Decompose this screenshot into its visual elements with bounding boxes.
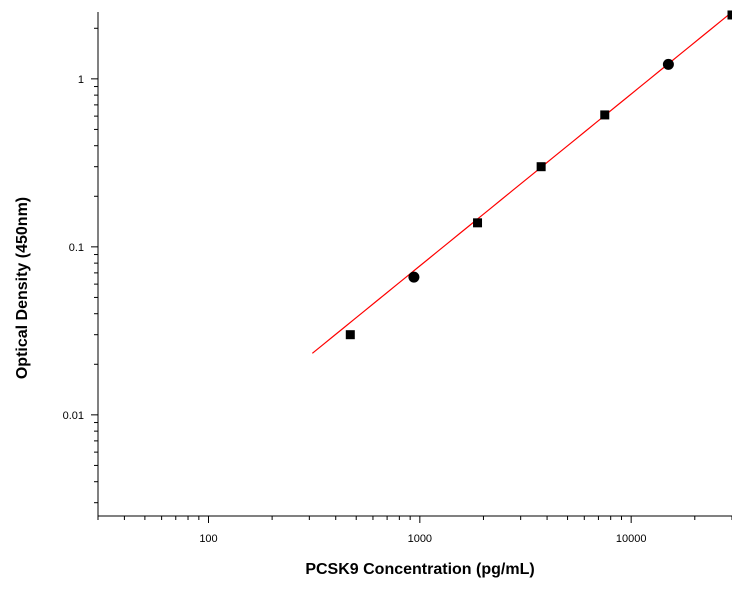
x-axis-ticks: 100 1000 10000 xyxy=(97,516,732,545)
x-tick-label: 1000 xyxy=(408,533,432,545)
data-point xyxy=(345,330,355,340)
x-axis-title: PCSK9 Concentration (pg/mL) xyxy=(305,561,534,578)
fit-curve xyxy=(311,11,732,354)
y-tick-label: 1 xyxy=(78,74,84,86)
data-point xyxy=(600,110,610,120)
y-axis-title: Optical Density (450nm) xyxy=(14,197,31,379)
y-axis-ticks: 0.01 0.1 1 xyxy=(63,27,98,504)
x-tick-label: 10000 xyxy=(616,533,647,545)
x-tick-label: 100 xyxy=(199,533,217,545)
data-point xyxy=(473,218,483,228)
data-point xyxy=(662,58,674,70)
fit-line-layer xyxy=(311,11,732,354)
data-point xyxy=(536,162,546,172)
data-point xyxy=(408,271,420,283)
y-tick-label: 0.01 xyxy=(63,410,84,422)
data-points-layer xyxy=(345,10,732,340)
y-tick-label: 0.1 xyxy=(69,242,84,254)
data-point xyxy=(727,10,732,20)
plot-area xyxy=(311,10,732,354)
